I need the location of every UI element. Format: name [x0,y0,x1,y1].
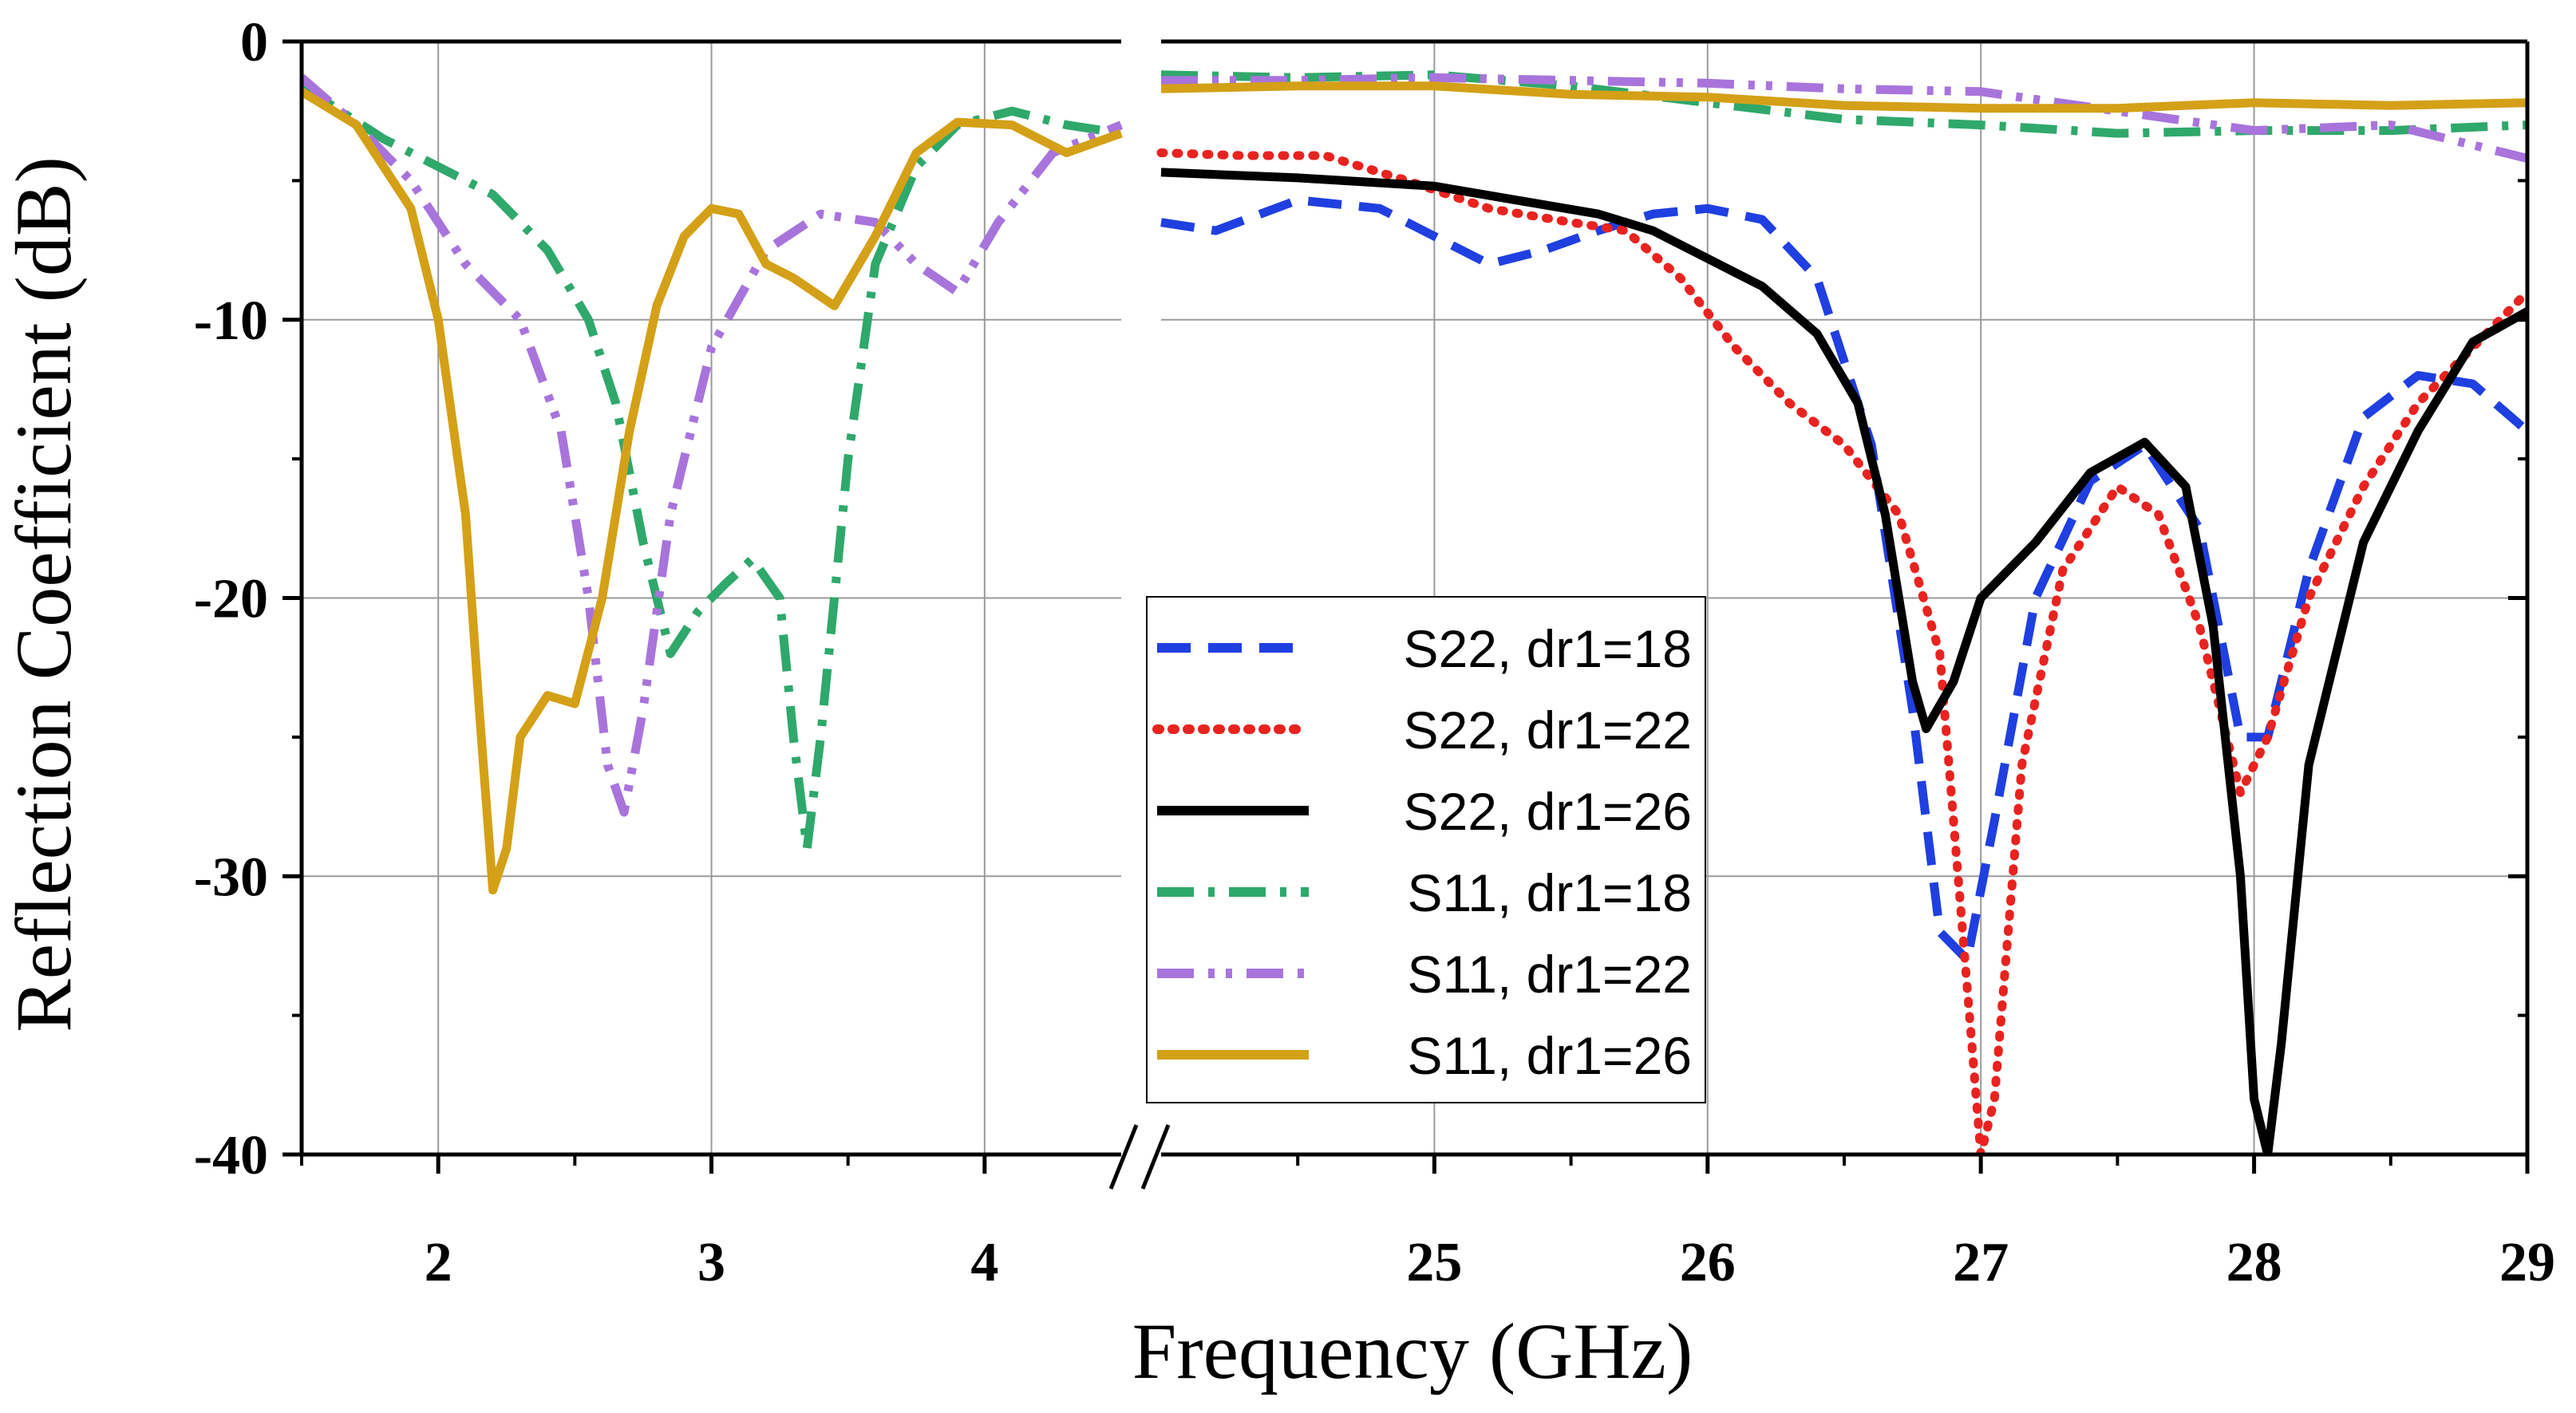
legend-box [1146,596,1706,1103]
x-tick-label: 28 [2226,1232,2282,1293]
y-axis-title: Reflection Coefficient (dB) [0,156,88,1032]
legend-label-0: S22, dr1=18 [1404,619,1692,678]
series-layer [302,70,2527,1154]
series-line-1 [1156,148,2527,1154]
legend-label-5: S11, dr1=26 [1407,1026,1692,1085]
legend-label-4: S11, dr1=22 [1407,945,1692,1004]
y-tick-label: -40 [194,1125,268,1186]
legend-label-1: S22, dr1=22 [1404,701,1692,760]
legend-label-2: S22, dr1=26 [1404,782,1692,841]
series-line-4 [1161,73,2527,163]
legend: S22, dr1=18 S22, dr1=22 S22, dr1=26 S11, dr… [1146,596,1706,1103]
y-tick-label: 0 [240,12,268,73]
series-line-5 [1160,81,2527,113]
axis-break-mark [1140,1124,1171,1190]
series-line-2 [1160,168,2527,1154]
y-tick-label: -20 [194,569,268,630]
legend-label-3: S11, dr1=18 [1407,863,1692,922]
y-tick-label: -10 [194,290,268,352]
x-tick-label: 25 [1406,1232,1462,1293]
x-tick-label: 3 [697,1232,725,1293]
x-tick-label: 27 [1953,1232,2009,1293]
axis-break-mark [1108,1124,1139,1190]
x-tick-label: 26 [1680,1232,1736,1293]
ticks: 0 -10 -20 -30 -40 2 3 4 25 26 27 28 29 [194,12,2555,1293]
series-line-4 [302,74,1124,817]
series-line-3 [1160,70,2527,138]
x-tick-label: 4 [970,1232,998,1293]
y-tick-label: -30 [194,847,268,908]
x-axis-title: Frequency (GHz) [1132,1307,1693,1395]
x-tick-label: 2 [425,1232,452,1293]
series-line-5 [302,88,1123,895]
x-tick-label: 29 [2499,1232,2555,1293]
series-line-3 [302,82,1122,853]
